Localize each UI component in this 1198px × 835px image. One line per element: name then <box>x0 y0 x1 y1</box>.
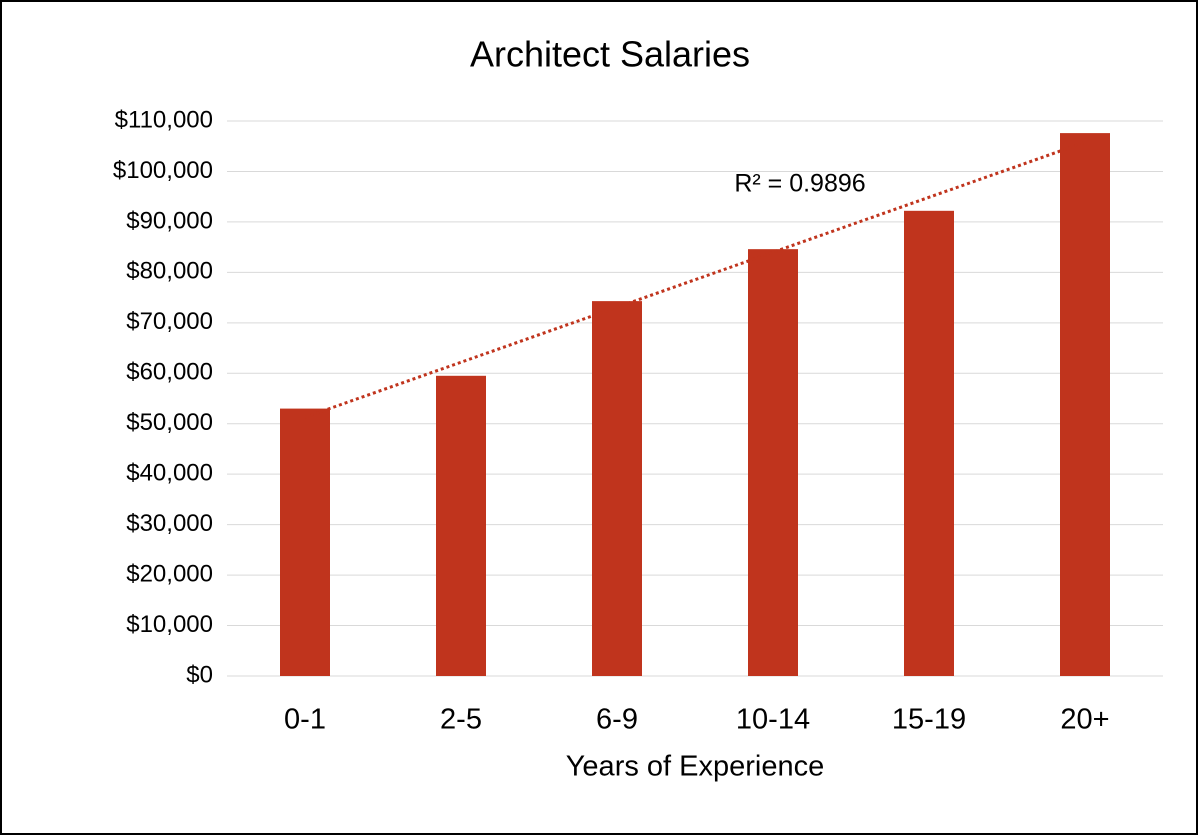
bar <box>436 375 486 676</box>
y-tick-label: $60,000 <box>126 359 213 386</box>
trendline-label: R² = 0.9896 <box>734 170 865 198</box>
y-tick-label: $40,000 <box>126 460 213 487</box>
x-tick-label: 6-9 <box>596 704 638 736</box>
x-tick-label: 2-5 <box>440 704 482 736</box>
bar <box>748 249 798 676</box>
y-tick-label: $80,000 <box>126 258 213 285</box>
y-tick-label: $110,000 <box>115 106 213 133</box>
x-tick-label: 20+ <box>1060 704 1109 736</box>
y-tick-label: $70,000 <box>126 308 213 335</box>
x-tick-label: 15-19 <box>892 704 966 736</box>
y-tick-label: $50,000 <box>126 409 213 436</box>
y-tick-label: $0 <box>186 661 213 688</box>
bar <box>592 301 642 676</box>
y-tick-label: $20,000 <box>126 560 213 587</box>
x-axis-title: Years of Experience <box>566 751 824 783</box>
bar <box>1060 133 1110 677</box>
y-tick-label: $100,000 <box>113 157 213 184</box>
y-tick-label: $30,000 <box>126 510 213 537</box>
bar <box>904 210 954 677</box>
x-tick-label: 10-14 <box>736 704 810 736</box>
y-tick-label: $10,000 <box>126 611 213 638</box>
x-tick-label: 0-1 <box>284 704 326 736</box>
y-tick-label: $90,000 <box>126 207 213 234</box>
chart-title: Architect Salaries <box>470 34 750 75</box>
bar <box>280 408 330 676</box>
